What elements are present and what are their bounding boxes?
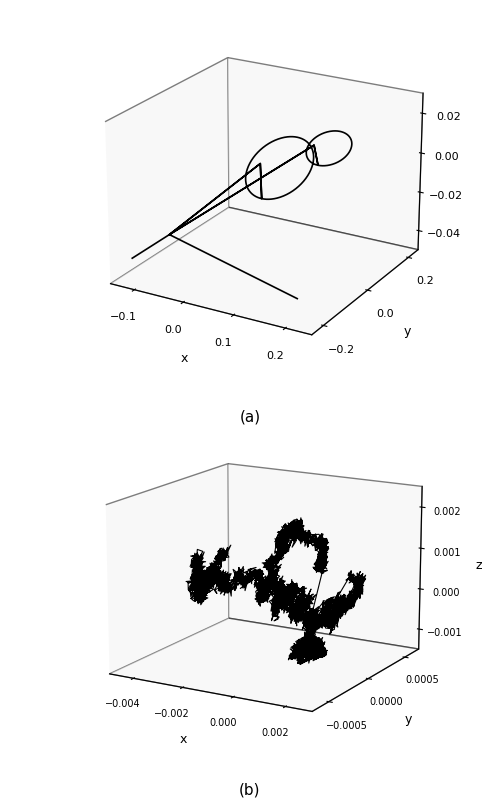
X-axis label: x: x [180, 732, 187, 745]
X-axis label: x: x [180, 351, 188, 365]
Y-axis label: y: y [404, 325, 411, 338]
Text: (a): (a) [240, 409, 260, 424]
Y-axis label: y: y [404, 712, 412, 725]
Text: (b): (b) [240, 782, 261, 797]
